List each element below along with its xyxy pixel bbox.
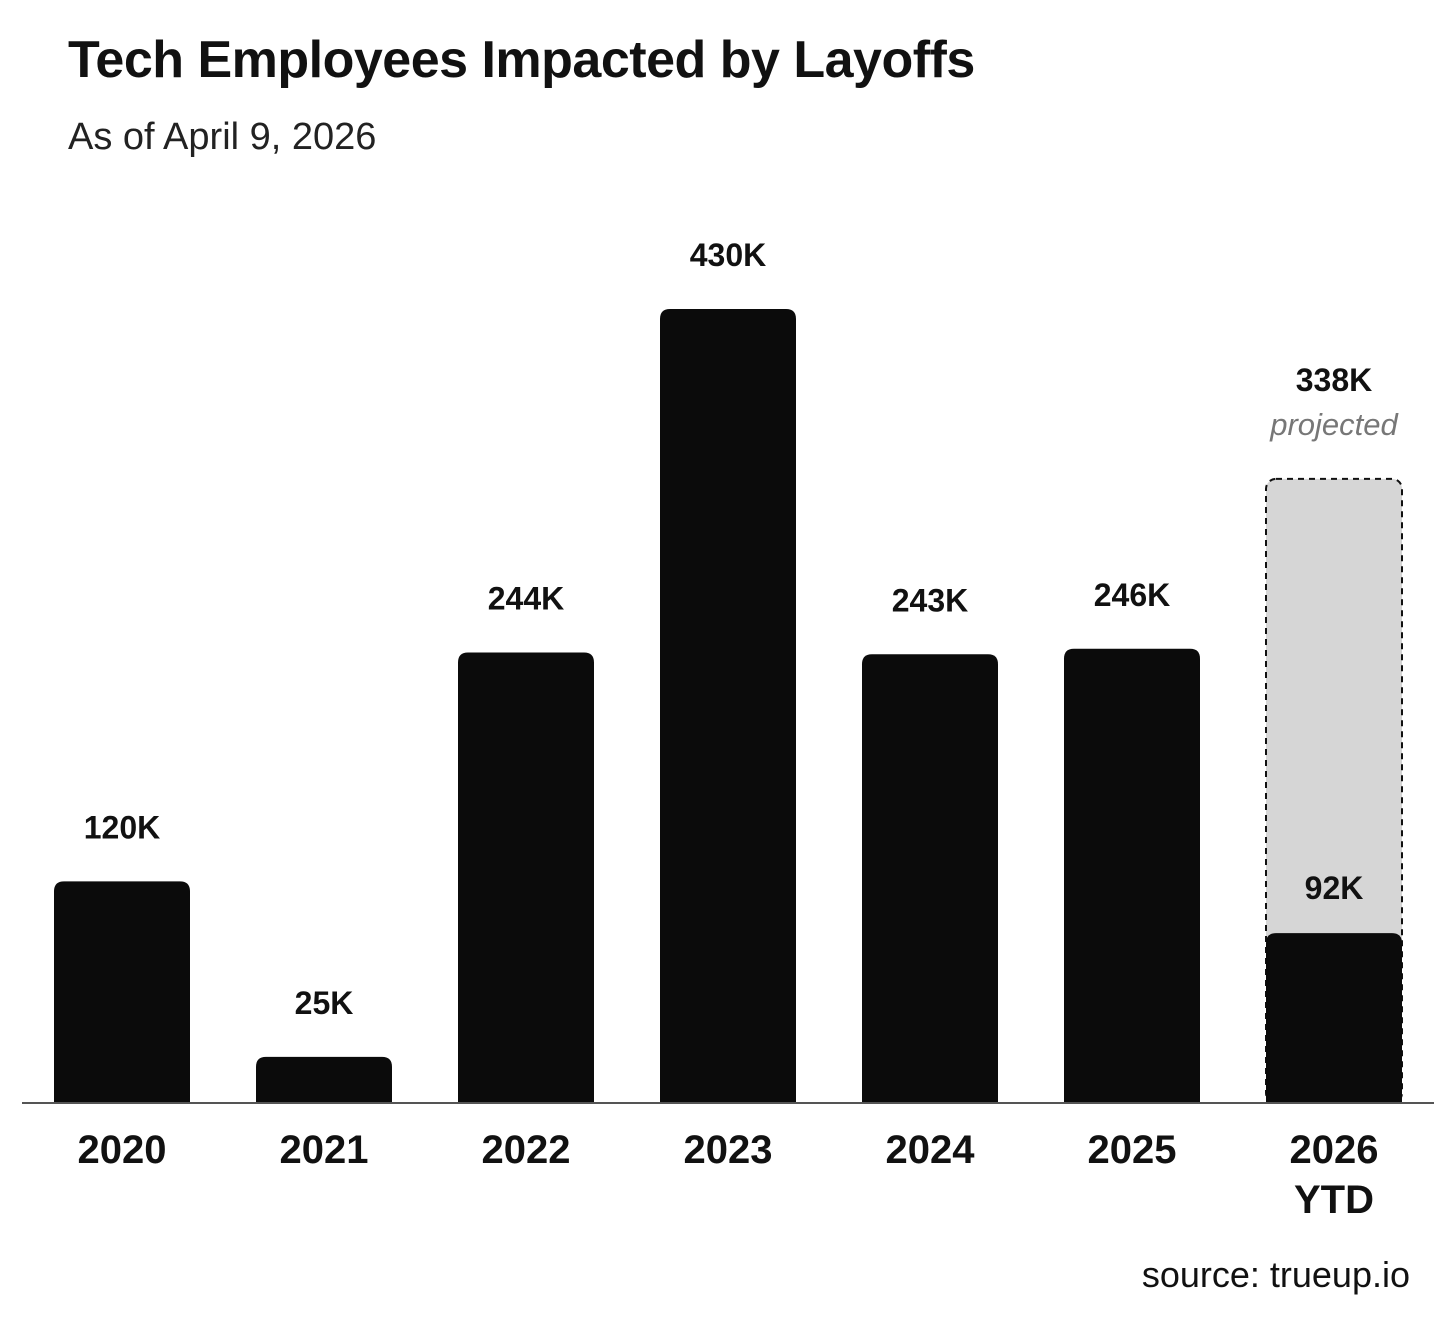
bar-4 — [862, 654, 998, 1103]
value-label-0: 120K — [84, 809, 161, 845]
x-tick-label-5: 2025 — [1088, 1128, 1177, 1172]
bar-2 — [458, 652, 594, 1103]
value-label-6: 92K — [1305, 870, 1364, 906]
chart-subtitle: As of April 9, 2026 — [68, 116, 377, 158]
x-tick-label-0: 2020 — [78, 1128, 167, 1172]
x-tick-label-2: 2022 — [482, 1128, 571, 1172]
source-credit: source: trueup.io — [1141, 1254, 1410, 1295]
value-label-2: 244K — [488, 580, 565, 616]
bar-1 — [256, 1056, 392, 1103]
bar-6 — [1266, 933, 1402, 1103]
x-tick-label-6-1: YTD — [1294, 1178, 1374, 1222]
x-tick-label-4: 2024 — [886, 1128, 976, 1172]
value-label-3: 430K — [690, 237, 767, 273]
x-tick-label-1: 2021 — [280, 1128, 369, 1172]
chart-title: Tech Employees Impacted by Layoffs — [68, 31, 975, 89]
value-label-4: 243K — [892, 582, 969, 618]
bar-3 — [660, 309, 796, 1103]
x-tick-label-3: 2023 — [684, 1128, 773, 1172]
bar-5 — [1064, 648, 1200, 1103]
projected-note: projected — [1269, 407, 1399, 442]
bar-0 — [54, 881, 190, 1103]
value-label-1: 25K — [295, 985, 354, 1021]
x-tick-label-6: 2026 — [1290, 1128, 1379, 1172]
value-label-5: 246K — [1094, 577, 1171, 613]
projected-value-label: 338K — [1296, 362, 1373, 398]
